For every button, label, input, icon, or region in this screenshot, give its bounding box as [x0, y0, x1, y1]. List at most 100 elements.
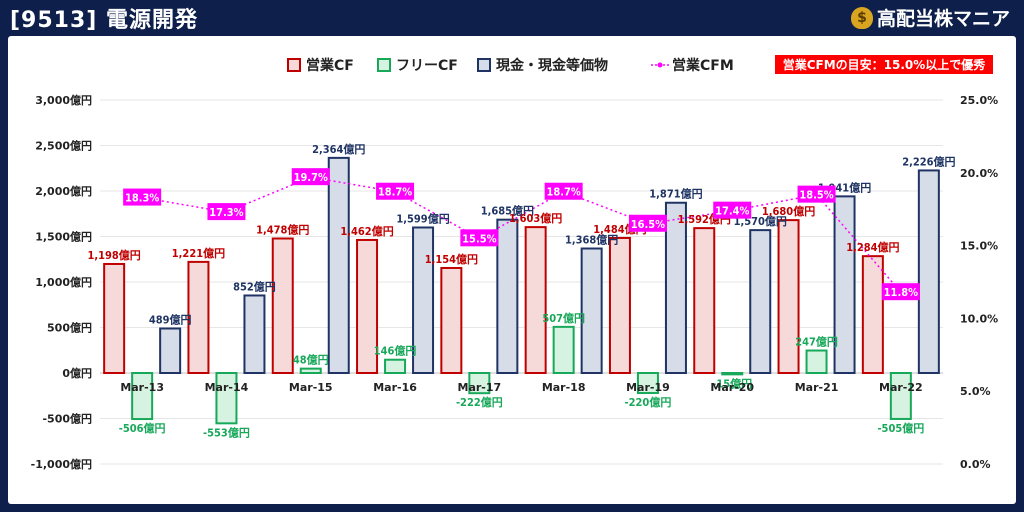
- free-cf-bar: [805, 349, 828, 375]
- legend-cfm-marker: [657, 62, 663, 68]
- legend: 営業CF フリーCF 現金・現金等価物 営業CFM: [287, 57, 734, 74]
- left-axis-tick-label: 2,000億円: [35, 184, 92, 198]
- free-cf-bar: [384, 358, 407, 374]
- left-axis-tick-label: 0億円: [62, 366, 92, 380]
- left-axis-tick-label: -500億円: [42, 412, 92, 426]
- cfm-label-text: 19.7%: [294, 171, 328, 184]
- operating-cf-label: 1,221億円: [172, 246, 225, 260]
- cash-bar: [580, 247, 603, 374]
- free-cf-label: -553億円: [203, 425, 250, 439]
- free-cf-bar: [636, 372, 659, 395]
- operating-cf-label: 1,680億円: [762, 204, 815, 218]
- cash-bar: [833, 195, 856, 374]
- grid: [100, 99, 943, 465]
- x-axis-tick-label: Mar-17: [458, 381, 502, 394]
- free-cf-label: -506億円: [119, 421, 166, 435]
- free-cf-label: 48億円: [293, 353, 329, 367]
- right-axis-tick-label: 25.0%: [960, 94, 998, 107]
- legend-free-cf: フリーCF: [396, 58, 458, 74]
- operating-cf-bar: [187, 260, 210, 374]
- cfm-label-box: [291, 168, 330, 186]
- cfm-label-box: [881, 283, 920, 301]
- legend-operating-cf: 営業CF: [306, 57, 354, 74]
- page-title: [9513] 電源開発: [10, 8, 198, 33]
- x-axis-tick-label: Mar-15: [289, 381, 333, 394]
- cfm-label-box: [628, 214, 667, 232]
- free-cf-bar: [468, 372, 491, 395]
- operating-cf-label: 1,284億円: [846, 240, 899, 254]
- cash-bar: [159, 327, 182, 375]
- cash-bar: [496, 218, 519, 374]
- cfm-label: 16.5%: [628, 214, 667, 232]
- free-cf-bar: [299, 367, 322, 374]
- cfm-label-box: [713, 201, 752, 219]
- cash-bar: [243, 294, 266, 374]
- cfm-threshold-note: 営業CFMの目安：15.0%以上で優秀: [775, 55, 993, 74]
- cfm-label: 18.7%: [376, 182, 415, 200]
- free-cf-label: 247億円: [795, 335, 838, 349]
- operating-cf-bar: [693, 227, 716, 374]
- right-axis-tick-label: 15.0%: [960, 240, 998, 253]
- cfm-label-text: 17.4%: [715, 205, 749, 218]
- operating-cf-bar: [440, 266, 463, 374]
- cfm-label: 18.7%: [544, 182, 583, 200]
- cfm-label: 19.7%: [291, 168, 330, 186]
- operating-cf-bar: [861, 255, 884, 375]
- right-axis-tick-label: 20.0%: [960, 167, 998, 180]
- x-axis-tick-label: Mar-22: [879, 381, 923, 394]
- cfm-label: 18.5%: [797, 185, 836, 203]
- cfm-label: 11.8%: [881, 283, 920, 301]
- free-cf-label: -222億円: [456, 395, 503, 409]
- free-cf-label: 507億円: [542, 311, 585, 325]
- free-cf-label: -505億円: [877, 421, 924, 435]
- cfm-label-text: 18.3%: [125, 192, 159, 205]
- cash-bar: [664, 201, 687, 374]
- note-text: 営業CFMの目安：15.0%以上で優秀: [783, 57, 987, 72]
- right-axis-tick-label: 0.0%: [960, 458, 991, 471]
- right-axis-tick-label: 5.0%: [960, 385, 991, 398]
- free-cf-label: -220億円: [625, 395, 672, 409]
- legend-cash: 現金・現金等価物: [496, 57, 608, 74]
- free-cf-bar: [215, 372, 238, 425]
- operating-cf-label: 1,603億円: [509, 211, 562, 225]
- legend-operating-cf-swatch: [287, 58, 301, 72]
- left-axis-tick-label: 2,500億円: [35, 139, 92, 153]
- cfm-label-text: 18.7%: [546, 186, 580, 199]
- cash-label: 852億円: [233, 279, 276, 293]
- cash-bar: [749, 229, 772, 374]
- x-axis-tick-label: Mar-20: [710, 381, 754, 394]
- bars: [103, 156, 940, 425]
- x-axis-tick-label: Mar-18: [542, 381, 586, 394]
- operating-cf-label: 1,198億円: [87, 248, 140, 262]
- cfm-label: 17.3%: [207, 203, 246, 221]
- cfm-label-box: [123, 188, 162, 206]
- note-background: [775, 55, 993, 74]
- cfm-label: 17.4%: [713, 201, 752, 219]
- data-labels: 1,198億円 -506億円 489億円 1,221億円 -553億円 852億円 1,47…: [87, 142, 955, 439]
- x-axis-tick-label: Mar-21: [795, 381, 839, 394]
- operating-cf-bar: [777, 219, 800, 374]
- cfm-label-text: 17.3%: [209, 206, 243, 219]
- cfm-label: 15.5%: [460, 229, 499, 247]
- left-axis-tick-label: 1,500億円: [35, 230, 92, 244]
- right-axis-tick-label: 10.0%: [960, 312, 998, 325]
- cash-bar: [327, 156, 350, 374]
- x-axis-tick-label: Mar-19: [626, 381, 670, 394]
- cfm-series-line: [142, 176, 902, 293]
- free-cf-bar: [131, 372, 154, 421]
- cfm-label-box: [376, 182, 415, 200]
- legend-cash-swatch: [477, 58, 491, 72]
- left-axis-tick-label: -1,000億円: [31, 457, 92, 471]
- cfm-label-box: [207, 203, 246, 221]
- cash-bar: [917, 169, 940, 374]
- cash-label: 2,364億円: [312, 142, 365, 156]
- cfm-label-text: 18.7%: [378, 186, 412, 199]
- cash-bar: [412, 226, 435, 374]
- operating-cf-bar: [103, 262, 126, 374]
- left-axis-tick-label: 3,000億円: [35, 93, 92, 107]
- operating-cf-label: 1,462億円: [340, 224, 393, 238]
- cfm-label-text: 18.5%: [799, 189, 833, 202]
- cash-label: 1,871億円: [649, 187, 702, 201]
- operating-cf-bar: [356, 238, 379, 374]
